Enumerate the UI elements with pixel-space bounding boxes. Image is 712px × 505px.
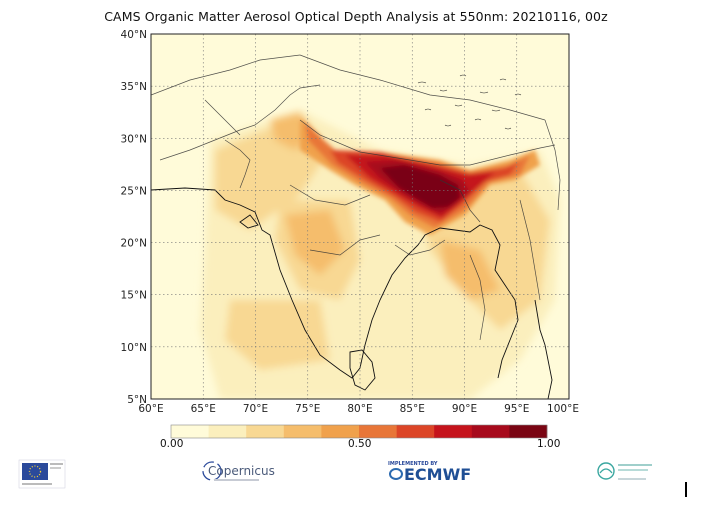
lat-tick: 20°N xyxy=(121,238,147,250)
lat-tick: 25°N xyxy=(121,185,147,197)
colorbar-swatch xyxy=(434,425,473,438)
lat-tick: 5°N xyxy=(127,394,147,406)
coastlines xyxy=(151,187,553,399)
colorbar-swatch xyxy=(359,425,397,438)
lat-tick: 35°N xyxy=(121,81,147,93)
lon-tick: 75°E xyxy=(295,403,320,415)
colorbar-swatch xyxy=(208,425,247,438)
ecmwf-implemented-by: IMPLEMENTED BY xyxy=(388,461,438,467)
colorbar-swatch xyxy=(321,425,360,438)
map-frame xyxy=(150,33,570,400)
colorbar-swatch xyxy=(246,425,285,438)
lat-tick: 30°N xyxy=(121,133,147,145)
lat-tick: 40°N xyxy=(121,29,147,41)
cams-logo xyxy=(597,462,652,480)
colorbar-swatch xyxy=(283,425,322,438)
colorbar-label-mid: 0.50 xyxy=(348,438,372,450)
lon-axis: 60°E 65°E 70°E 75°E 80°E 85°E 90°E 95°E … xyxy=(138,403,579,415)
lon-tick: 60°E xyxy=(138,403,163,415)
lon-tick: 65°E xyxy=(191,403,216,415)
ecmwf-wordmark: ECMWF xyxy=(404,465,471,484)
lon-tick: 80°E xyxy=(347,403,372,415)
copernicus-wordmark: Copernicus xyxy=(208,464,275,478)
colorbar-swatch xyxy=(396,425,435,438)
gridlines xyxy=(151,34,569,399)
colorbar-frame xyxy=(170,424,548,439)
lon-tick: 70°E xyxy=(243,403,268,415)
colorbar-label-max: 1.00 xyxy=(537,438,561,450)
colorbar xyxy=(171,425,548,438)
lat-tick: 15°N xyxy=(121,290,147,302)
eu-flag-icon xyxy=(18,459,66,489)
colorbar-swatch xyxy=(171,425,209,438)
map-title: CAMS Organic Matter Aerosol Optical Dept… xyxy=(104,9,608,24)
country-borders xyxy=(151,54,561,341)
colorbar-swatch xyxy=(471,425,510,438)
lon-tick: 90°E xyxy=(452,403,477,415)
lon-tick: 100°E xyxy=(547,403,579,415)
ecmwf-logo: IMPLEMENTED BY ECMWF xyxy=(388,461,471,484)
lat-tick: 10°N xyxy=(121,342,147,354)
colorbar-label-min: 0.00 xyxy=(160,438,184,450)
lat-axis: 5°N 10°N 15°N 20°N 25°N 30°N 35°N 40°N xyxy=(121,29,147,406)
colorbar-swatch xyxy=(509,425,548,438)
lakes xyxy=(417,74,522,130)
text-cursor-icon xyxy=(685,482,687,497)
lon-tick: 95°E xyxy=(504,403,529,415)
copernicus-logo: Copernicus xyxy=(202,461,275,481)
lon-tick: 85°E xyxy=(400,403,425,415)
